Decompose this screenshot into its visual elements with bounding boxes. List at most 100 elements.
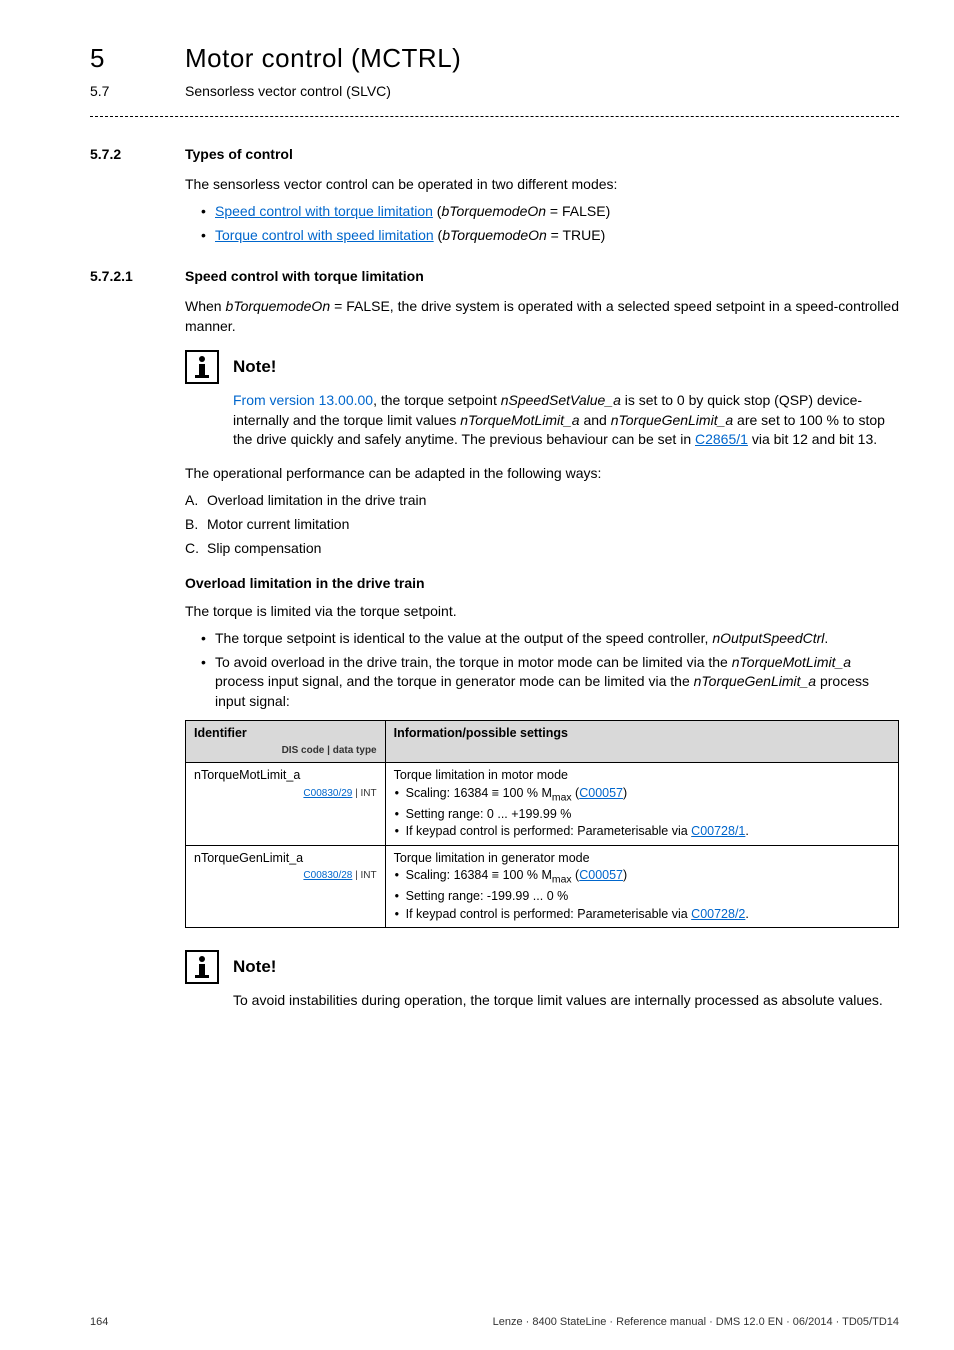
table-header-identifier: Identifier DIS code | data type [186, 720, 386, 763]
list-item: If keypad control is performed: Paramete… [394, 823, 890, 841]
note-title: Note! [233, 350, 899, 379]
text: via bit 12 and bit 13. [748, 431, 877, 447]
chapter-heading: 5Motor control (MCTRL) [90, 40, 899, 76]
text: When [185, 298, 226, 314]
chapter-title: Motor control (MCTRL) [185, 43, 461, 73]
text: = FALSE) [546, 203, 610, 219]
note-title: Note! [233, 950, 899, 979]
section-heading-572: 5.7.2Types of control [90, 145, 899, 165]
text: . [745, 824, 748, 838]
table-cell-info: Torque limitation in motor mode Scaling:… [385, 763, 898, 846]
text-italic: nTorqueMotLimit_a [460, 412, 579, 428]
text-italic: nTorqueGenLimit_a [611, 412, 733, 428]
text: . [745, 907, 748, 921]
link-c00728-2[interactable]: C00728/2 [691, 907, 745, 921]
page-number: 164 [90, 1315, 108, 1330]
text-italic: bTorquemodeOn [441, 203, 546, 219]
paragraph: When bTorquemodeOn = FALSE, the drive sy… [185, 297, 899, 336]
text-italic: nSpeedSetValue_a [501, 392, 621, 408]
list-item: Slip compensation [185, 539, 899, 559]
table-cell-id: nTorqueGenLimit_a C00830/28 | INT [186, 845, 386, 928]
text: If keypad control is performed: Paramete… [406, 824, 692, 838]
parameter-table: Identifier DIS code | data type Informat… [185, 720, 899, 929]
list-item: To avoid overload in the drive train, th… [199, 653, 899, 712]
text: ) [623, 868, 627, 882]
list-item: Scaling: 16384 ≡ 100 % Mmax (C00057) [394, 867, 890, 888]
table-cell-id: nTorqueMotLimit_a C00830/29 | INT [186, 763, 386, 846]
text: = TRUE) [547, 227, 605, 243]
text-italic: nTorqueMotLimit_a [732, 654, 851, 670]
note-body: To avoid instabilities during operation,… [233, 991, 899, 1011]
table-cell-info: Torque limitation in generator mode Scal… [385, 845, 898, 928]
note-body: From version 13.00.00, the torque setpoi… [233, 391, 899, 450]
link-c00728-1[interactable]: C00728/1 [691, 824, 745, 838]
table-row: nTorqueGenLimit_a C00830/28 | INT Torque… [186, 845, 899, 928]
text: If keypad control is performed: Paramete… [406, 907, 692, 921]
page-footer: 164 Lenze · 8400 StateLine · Reference m… [90, 1315, 899, 1330]
link-code[interactable]: C00830/28 [303, 870, 352, 881]
identifier-code: C00830/28 | INT [194, 869, 377, 883]
section-title: Speed control with torque limitation [185, 268, 424, 284]
note-box: Note! From version 13.00.00, the torque … [185, 350, 899, 450]
list-item: Scaling: 16384 ≡ 100 % Mmax (C00057) [394, 785, 890, 806]
paragraph: The torque is limited via the torque set… [185, 602, 899, 622]
text: . [824, 630, 828, 646]
table-row: nTorqueMotLimit_a C00830/29 | INT Torque… [186, 763, 899, 846]
version-text: From version 13.00.00 [233, 392, 373, 408]
text: To avoid overload in the drive train, th… [215, 654, 732, 670]
text-italic: nOutputSpeedCtrl [712, 630, 824, 646]
subscript: max [552, 792, 572, 803]
footer-text: Lenze · 8400 StateLine · Reference manua… [493, 1315, 899, 1330]
info-icon [185, 350, 219, 384]
text: ( [434, 227, 443, 243]
subscript: max [552, 875, 572, 886]
section-title: Types of control [185, 146, 293, 162]
link-c00057[interactable]: C00057 [579, 868, 623, 882]
text: , the torque setpoint [373, 392, 501, 408]
text: | INT [352, 870, 376, 881]
text-italic: bTorquemodeOn [442, 227, 547, 243]
divider [90, 116, 899, 117]
note-box: Note! To avoid instabilities during oper… [185, 950, 899, 1010]
header-text: Identifier [194, 725, 377, 743]
link-speed-control[interactable]: Speed control with torque limitation [215, 203, 433, 219]
link-c2865[interactable]: C2865/1 [695, 431, 748, 447]
text: process input signal, and the torque in … [215, 673, 694, 689]
text: The torque setpoint is identical to the … [215, 630, 712, 646]
text: Torque limitation in motor mode [394, 767, 890, 785]
list-item: Setting range: 0 ... +199.99 % [394, 806, 890, 824]
section-number: 5.7.2.1 [90, 267, 185, 287]
link-code[interactable]: C00830/29 [303, 788, 352, 799]
list-item: Overload limitation in the drive train [185, 491, 899, 511]
subheading-overload: Overload limitation in the drive train [185, 574, 899, 594]
text: Torque limitation in generator mode [394, 850, 890, 868]
table-header-info: Information/possible settings [385, 720, 898, 763]
list-item: Setting range: -199.99 ... 0 % [394, 888, 890, 906]
identifier-code: C00830/29 | INT [194, 787, 377, 801]
text: ) [623, 786, 627, 800]
section-heading-5721: 5.7.2.1Speed control with torque limitat… [90, 267, 899, 287]
identifier-name: nTorqueGenLimit_a [194, 850, 377, 868]
link-c00057[interactable]: C00057 [579, 786, 623, 800]
header-subtext: DIS code | data type [194, 744, 377, 758]
text: Scaling: 16384 ≡ 100 % M [406, 868, 552, 882]
subchapter-number: 5.7 [90, 82, 185, 102]
subchapter-heading: 5.7Sensorless vector control (SLVC) [90, 82, 899, 102]
text: and [580, 412, 611, 428]
list-item: Torque control with speed limitation (bT… [199, 226, 899, 246]
intro-paragraph: The sensorless vector control can be ope… [185, 175, 899, 195]
text-italic: bTorquemodeOn [226, 298, 331, 314]
list-item: If keypad control is performed: Paramete… [394, 906, 890, 924]
chapter-number: 5 [90, 40, 185, 76]
info-icon [185, 950, 219, 984]
identifier-name: nTorqueMotLimit_a [194, 767, 377, 785]
text: Scaling: 16384 ≡ 100 % M [406, 786, 552, 800]
text: | INT [352, 788, 376, 799]
list-item: The torque setpoint is identical to the … [199, 629, 899, 649]
list-item: Motor current limitation [185, 515, 899, 535]
text-italic: nTorqueGenLimit_a [694, 673, 816, 689]
list-item: Speed control with torque limitation (bT… [199, 202, 899, 222]
subchapter-title: Sensorless vector control (SLVC) [185, 83, 391, 99]
paragraph: The operational performance can be adapt… [185, 464, 899, 484]
link-torque-control[interactable]: Torque control with speed limitation [215, 227, 434, 243]
